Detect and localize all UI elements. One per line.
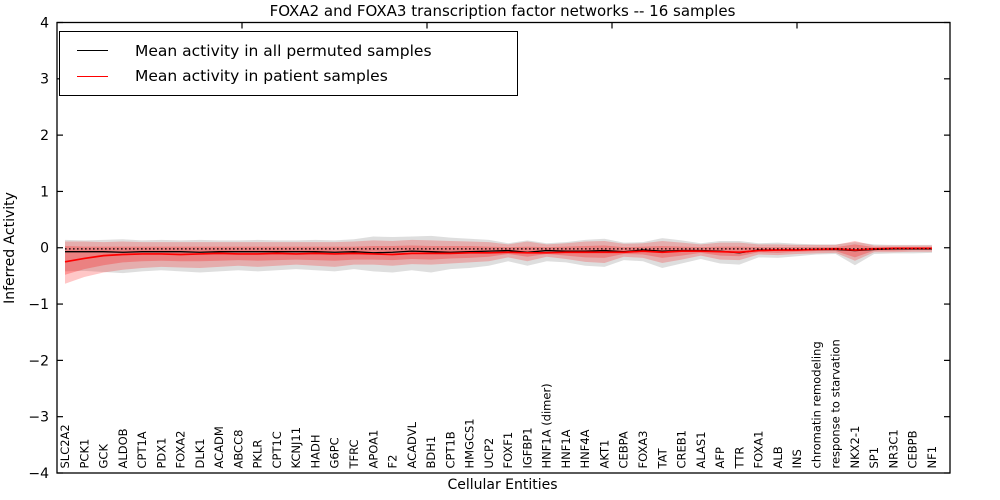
x-tick-label: FOXA1 — [752, 431, 766, 469]
x-tick-label: AKT1 — [597, 440, 611, 469]
legend: Mean activity in all permuted samples Me… — [59, 31, 518, 96]
x-tick-label: FOXA2 — [174, 431, 188, 469]
x-tick-label: PCK1 — [77, 439, 91, 469]
x-tick-label: TFRC — [347, 439, 361, 469]
y-tick-label: −2 — [28, 353, 49, 369]
x-tick-label: ALAS1 — [694, 431, 708, 468]
x-tick-label: APOA1 — [366, 430, 380, 469]
x-tick-label: response to starvation — [829, 339, 843, 468]
x-tick-label: ALDOB — [116, 428, 130, 468]
x-tick-label: HNF1A — [559, 429, 573, 468]
legend-entry-patient: Mean activity in patient samples — [77, 67, 517, 85]
y-axis-label: Inferred Activity — [2, 192, 18, 304]
legend-label-permuted: Mean activity in all permuted samples — [135, 41, 432, 60]
x-tick-label: ALB — [771, 446, 785, 468]
x-tick-label: GCK — [97, 444, 111, 469]
x-tick-label: TAT — [655, 447, 669, 469]
x-tick-label: AFP — [713, 447, 727, 468]
x-tick-label: CREB1 — [675, 430, 689, 469]
y-tick-label: 0 — [40, 241, 49, 257]
x-axis-label: Cellular Entities — [447, 477, 558, 493]
y-tick-label: −4 — [28, 466, 49, 482]
x-tick-label: ABCC8 — [231, 430, 245, 469]
x-tick-label: CPT1B — [443, 431, 457, 468]
x-tick-label: NR3C1 — [886, 429, 900, 468]
x-tick-label: HMGCS1 — [463, 418, 477, 468]
y-tick-label: 3 — [40, 72, 49, 88]
x-tick-label: BDH1 — [424, 436, 438, 469]
x-tick-label: ACADVL — [405, 421, 419, 468]
y-tick-label: −3 — [28, 410, 49, 426]
x-tick-label: CPT1C — [270, 431, 284, 468]
line-mean-patient — [64, 247, 932, 263]
chart-title: FOXA2 and FOXA3 transcription factor net… — [269, 2, 736, 20]
x-tick-label: HNF4A — [578, 429, 592, 468]
x-tick-label: CEBPB — [906, 430, 920, 468]
x-tick-label: NF1 — [925, 446, 939, 469]
legend-line-patient-icon — [77, 75, 108, 77]
x-tick-label: IGFBP1 — [520, 427, 534, 468]
x-tick-label: CEBPA — [617, 431, 631, 468]
x-tick-label: chromatin remodeling — [809, 341, 823, 468]
x-tick-label: F2 — [386, 455, 400, 469]
x-tick-label: DLK1 — [193, 438, 207, 468]
x-tick-label: ACADM — [212, 426, 226, 468]
x-tick-label: TTR — [732, 447, 746, 470]
x-tick-label: PDX1 — [154, 438, 168, 469]
legend-label-patient: Mean activity in patient samples — [135, 67, 388, 86]
y-tick-label: 1 — [40, 184, 49, 200]
x-tick-label: HNF1A (dimer) — [540, 383, 554, 468]
x-tick-label: CPT1A — [135, 431, 149, 468]
band-permuted-range — [65, 235, 932, 274]
y-tick-label: 4 — [40, 15, 49, 31]
legend-entry-permuted: Mean activity in all permuted samples — [77, 42, 517, 60]
x-tick-label: HADH — [308, 434, 322, 468]
x-tick-label: SP1 — [867, 447, 881, 469]
x-tick-label: SLC2A2 — [58, 424, 72, 468]
x-tick-label: KCNJ11 — [289, 427, 303, 469]
x-tick-label: FOXA3 — [636, 431, 650, 469]
x-tick-label: UCP2 — [482, 438, 496, 469]
x-tick-label: G6PC — [328, 437, 342, 468]
y-tick-label: 2 — [40, 128, 49, 144]
y-tick-label: −1 — [28, 297, 49, 313]
x-tick-label: FOXF1 — [501, 432, 515, 469]
legend-line-permuted-icon — [77, 50, 108, 52]
x-tick-label: PKLR — [251, 440, 265, 469]
x-tick-label: NKX2-1 — [848, 426, 862, 469]
x-tick-label: INS — [790, 449, 804, 468]
